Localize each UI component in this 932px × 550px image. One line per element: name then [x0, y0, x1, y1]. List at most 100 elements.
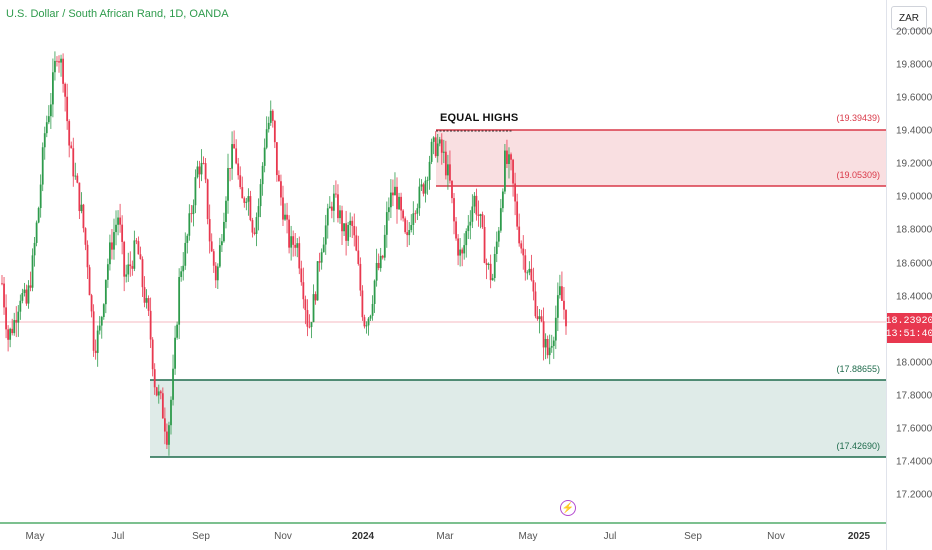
candle-body [394, 186, 396, 196]
candle-body [318, 261, 321, 263]
candle-body [80, 204, 83, 212]
x-tick-label: Nov [767, 531, 785, 542]
candle-body [218, 245, 221, 267]
candle-body [373, 280, 376, 304]
y-tick-label: 19.20000 [896, 158, 932, 170]
bar-countdown: 13:51:40 [885, 329, 932, 340]
candle-body [479, 214, 482, 216]
candle-body [404, 218, 407, 233]
candle-body [343, 223, 345, 232]
candle-body [538, 316, 541, 320]
candle-body [363, 317, 366, 327]
candle-body [367, 318, 370, 326]
candle-body [188, 213, 191, 236]
candle-body [548, 347, 551, 356]
candle-body [275, 142, 278, 176]
candle-body [438, 139, 441, 144]
candle-body [518, 226, 521, 244]
candle-body [153, 369, 156, 388]
candle-body [212, 251, 215, 266]
candle-body [495, 241, 498, 254]
candle-body [442, 151, 445, 153]
candle-body [133, 240, 136, 269]
candle-body [210, 241, 213, 252]
candle-body [349, 220, 352, 226]
candle-body [15, 320, 18, 323]
candle-body [546, 338, 549, 356]
candle-body [526, 272, 529, 274]
candle-body [31, 255, 34, 288]
candle-body [306, 310, 309, 327]
candle-body [292, 236, 295, 245]
candle-body [243, 198, 246, 203]
candle-body [184, 242, 187, 266]
candle-body [198, 166, 201, 175]
candle-body [9, 328, 12, 340]
candle-body [233, 144, 236, 149]
candle-body [414, 213, 417, 215]
candle-body [125, 274, 128, 277]
supply-bottom-label: (19.05309) [836, 170, 880, 180]
candle-body [60, 58, 62, 63]
candle-body [497, 230, 500, 242]
candle-body [21, 293, 24, 301]
candle-body [499, 208, 502, 231]
candle-body [387, 207, 390, 213]
candle-body [294, 244, 297, 248]
candle-body [269, 110, 272, 123]
y-tick-label: 17.80000 [896, 390, 932, 402]
candle-body [106, 264, 109, 280]
candle-body [208, 219, 211, 242]
candle-body [170, 399, 172, 426]
candle-body [365, 325, 368, 327]
candle-body [436, 143, 439, 157]
candle-body [137, 241, 140, 255]
candle-body [94, 350, 97, 353]
candle-body [86, 244, 89, 268]
candle-body [151, 339, 154, 370]
candle-body [70, 145, 73, 149]
candle-body [377, 262, 380, 269]
candle-body [92, 311, 95, 351]
candle-body [176, 324, 179, 338]
last-price-tag: 18.23920 13:51:40 [885, 313, 932, 343]
candle-body [98, 325, 101, 331]
candle-body [206, 179, 209, 220]
candle-body [428, 161, 431, 180]
candle-body [282, 197, 284, 220]
y-tick-label: 18.40000 [896, 291, 932, 303]
candle-body [68, 121, 71, 146]
candle-body [119, 217, 121, 225]
candle-body [182, 265, 185, 272]
candle-body [5, 307, 7, 330]
candle-body [381, 255, 384, 258]
lightning-icon[interactable]: ⚡ [560, 500, 576, 516]
price-axis[interactable] [886, 0, 932, 550]
candle-body [316, 261, 319, 301]
y-tick-label: 17.40000 [896, 456, 932, 468]
candle-body [447, 164, 449, 176]
candle-body [359, 263, 362, 291]
candle-body [337, 194, 339, 219]
x-tick-label: May [25, 531, 45, 542]
demand-bottom-label: (17.42690) [836, 441, 880, 451]
candle-body [56, 60, 58, 62]
candle-body [320, 252, 323, 263]
candle-body [82, 204, 85, 229]
candle-body [375, 262, 378, 281]
candle-body [13, 320, 16, 334]
candle-body [143, 287, 146, 303]
x-tick-label: Sep [192, 531, 210, 542]
candle-body [104, 279, 107, 305]
candle-body [111, 242, 113, 250]
candle-body [88, 267, 91, 296]
candle-body [157, 391, 160, 396]
candle-body [41, 147, 44, 185]
candle-body [72, 148, 75, 177]
candle-body [550, 346, 553, 348]
candle-body [408, 230, 411, 236]
currency-button[interactable]: ZAR [891, 6, 927, 30]
candle-body [202, 162, 205, 164]
x-tick-label: 2024 [351, 531, 375, 542]
